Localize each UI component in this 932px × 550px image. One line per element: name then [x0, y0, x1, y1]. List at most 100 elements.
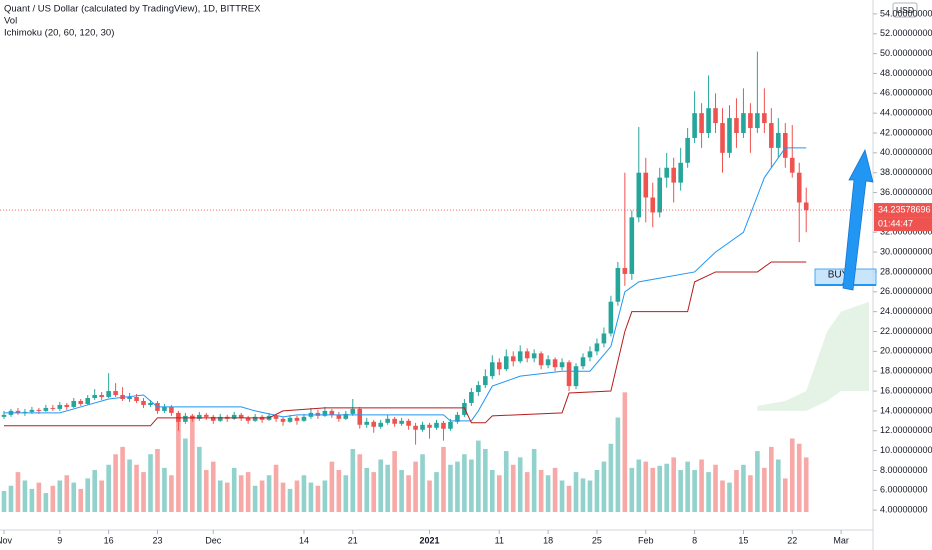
candle-body	[217, 416, 223, 421]
y-tick-label: 28.00000000	[880, 266, 932, 276]
candle-body	[141, 400, 146, 405]
currency-label[interactable]: USD	[896, 5, 914, 15]
volume-bar	[476, 440, 481, 512]
y-tick-label: 40.00000000	[880, 147, 932, 157]
volume-bar	[8, 485, 14, 512]
candle-body	[280, 418, 286, 422]
volume-bar	[503, 451, 509, 512]
candle-body	[127, 397, 132, 399]
currency-box[interactable]	[892, 2, 918, 18]
volume-bar	[734, 470, 739, 512]
candle-body	[441, 422, 446, 429]
volume-bar	[413, 461, 418, 512]
volume-bar	[496, 475, 502, 512]
candle-body	[392, 418, 397, 424]
candle-body	[587, 351, 593, 358]
candle-body	[748, 113, 753, 129]
candle-body	[364, 421, 370, 425]
candle-body	[245, 417, 251, 421]
volume-bar	[762, 467, 767, 512]
candle-body	[29, 409, 35, 412]
volume-bar	[636, 459, 642, 512]
y-tick-label: 18.00000000	[880, 366, 932, 376]
volume-bar	[545, 475, 551, 512]
volume-bar	[510, 464, 516, 512]
volume-bar	[64, 475, 70, 512]
volume-bar	[357, 454, 363, 512]
candle-body	[427, 424, 432, 428]
base-line	[4, 261, 807, 427]
volume-bar	[622, 392, 628, 512]
volume-bar	[427, 480, 432, 512]
candle-body	[496, 362, 502, 370]
volume-bar	[580, 478, 586, 512]
volume-bar	[531, 449, 537, 512]
candle-body	[162, 406, 167, 411]
x-tick-label: 9	[57, 535, 62, 545]
volume-bar	[706, 472, 711, 512]
volume-bar	[183, 438, 188, 512]
candle-body	[238, 414, 244, 418]
candle-body	[210, 416, 216, 421]
volume-bar	[336, 470, 342, 512]
candle-body	[727, 118, 732, 153]
candle-body	[413, 425, 418, 430]
candle-body	[406, 420, 411, 426]
x-tick-label: 14	[299, 535, 309, 545]
y-tick-label: 52.00000000	[880, 28, 932, 38]
volume-bar	[573, 472, 579, 512]
x-tick-label: 11	[495, 535, 504, 545]
volume-bar	[36, 482, 42, 512]
volume-bar	[71, 482, 77, 512]
candle-body	[769, 123, 774, 148]
y-tick-label: 26.00000000	[880, 286, 932, 296]
volume-bar	[727, 482, 732, 512]
volume-bar	[120, 446, 125, 512]
volume-bar	[378, 459, 383, 512]
candle-body	[720, 123, 725, 153]
candle-body	[92, 395, 97, 398]
y-tick-label: 14.00000000	[880, 405, 932, 415]
volume-bar	[364, 467, 370, 512]
candle-body	[1, 414, 7, 417]
candle-body	[615, 267, 621, 302]
volume-bar	[15, 472, 21, 512]
volume-bar	[343, 475, 349, 512]
candle-body	[336, 414, 342, 419]
candle-body	[776, 132, 781, 148]
candle-body	[113, 391, 118, 396]
volume-bar	[789, 438, 795, 512]
candle-body	[741, 113, 746, 133]
candle-body	[78, 400, 84, 404]
volume-bar	[650, 467, 656, 512]
volume-bar	[50, 485, 56, 512]
candle-body	[552, 359, 558, 368]
volume-bar	[266, 475, 272, 512]
candle-body	[301, 416, 307, 421]
y-tick-label: 42.00000000	[880, 127, 932, 137]
candle-body	[699, 113, 704, 133]
volume-bar	[483, 449, 488, 512]
candle-body	[803, 202, 809, 211]
candle-body	[503, 356, 509, 370]
candle-body	[622, 267, 628, 274]
candle-body	[483, 376, 488, 386]
plot	[1, 51, 869, 512]
volume-bar	[29, 488, 35, 512]
candle-body	[64, 404, 70, 407]
candle-body	[734, 118, 739, 133]
candle-body	[517, 351, 523, 362]
volume-bar	[685, 461, 690, 512]
volume-bar	[231, 467, 237, 512]
candle-body	[650, 197, 656, 213]
volume-bar	[385, 464, 390, 512]
volume-bar	[287, 488, 293, 512]
x-tick-label: 23	[152, 535, 162, 545]
volume-bar	[406, 475, 411, 512]
volume-bar	[776, 459, 781, 512]
volume-bar	[190, 415, 195, 512]
volume-bar	[113, 454, 118, 512]
volume-bar	[85, 478, 91, 512]
y-tick-label: 20.00000000	[880, 346, 932, 356]
